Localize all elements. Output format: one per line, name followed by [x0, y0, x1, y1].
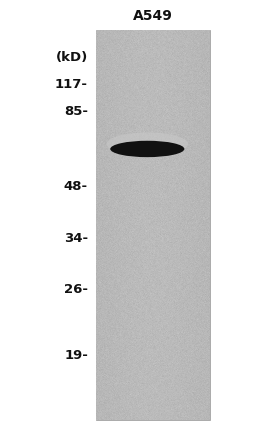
Text: 85-: 85-: [64, 106, 88, 118]
Text: 48-: 48-: [64, 179, 88, 193]
Ellipse shape: [106, 133, 188, 155]
Ellipse shape: [110, 141, 184, 157]
Bar: [96, 30, 210, 420]
Text: (kD): (kD): [56, 51, 88, 64]
Text: 19-: 19-: [64, 349, 88, 362]
Text: A549: A549: [133, 9, 173, 23]
Text: 26-: 26-: [64, 283, 88, 296]
Text: 117-: 117-: [55, 78, 88, 91]
Text: 34-: 34-: [64, 232, 88, 245]
